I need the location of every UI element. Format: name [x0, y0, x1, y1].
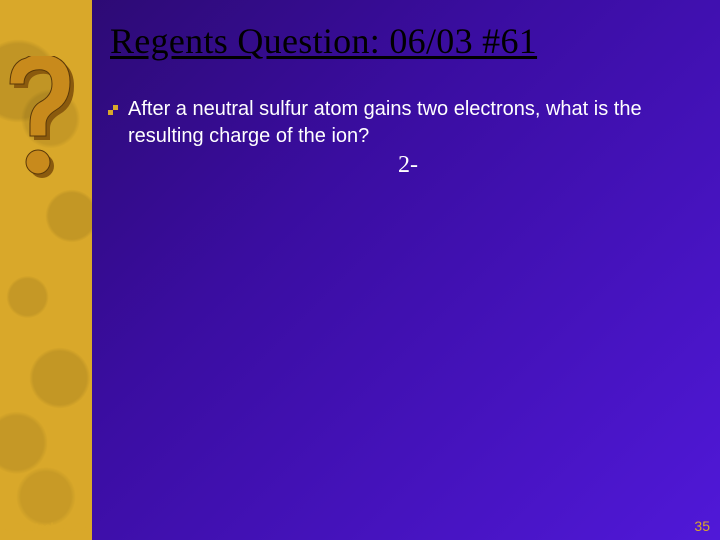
bullet-icon: [108, 105, 118, 115]
sidebar-decorative-strip: [0, 0, 92, 540]
answer-text: 2-: [128, 152, 688, 179]
question-text: After a neutral sulfur atom gains two el…: [128, 96, 688, 150]
footer-credit: J Deutsch 2003: [4, 520, 87, 534]
slide-content: After a neutral sulfur atom gains two el…: [108, 96, 698, 179]
question-mark-icon: [6, 56, 86, 190]
slide-title: Regents Question: 06/03 #61: [110, 20, 700, 62]
slide: Regents Question: 06/03 #61 After a neut…: [0, 0, 720, 540]
page-number: 35: [694, 518, 710, 534]
content-row: After a neutral sulfur atom gains two el…: [108, 96, 698, 179]
content-text-block: After a neutral sulfur atom gains two el…: [128, 96, 688, 179]
